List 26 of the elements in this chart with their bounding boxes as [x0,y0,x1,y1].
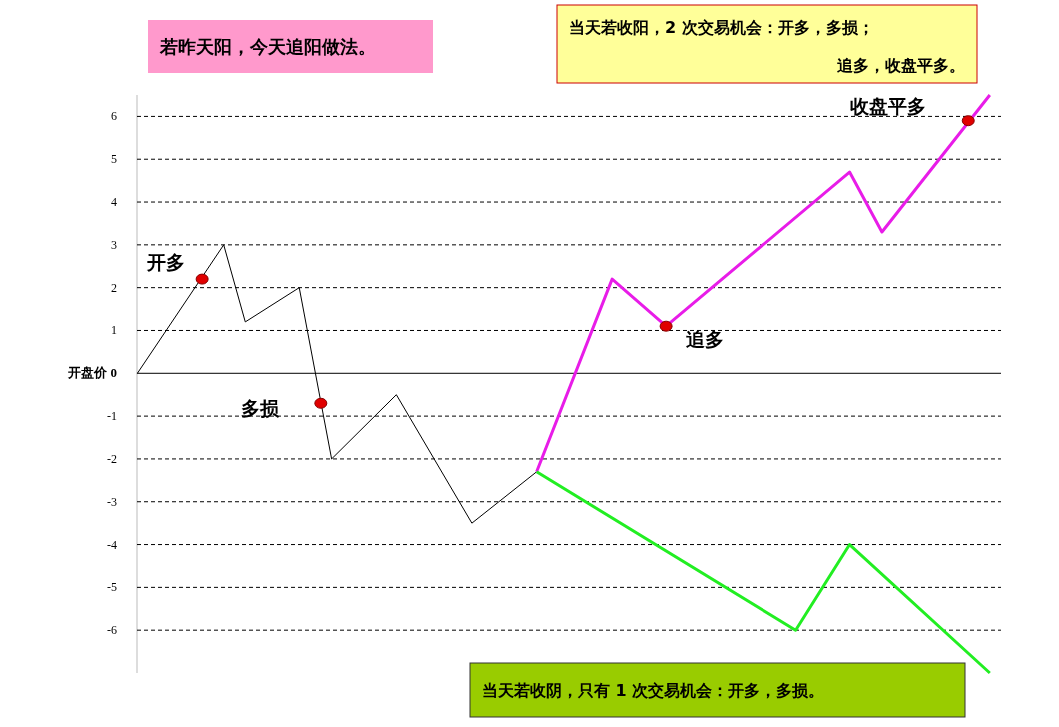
y-tick-label: -1 [107,409,117,424]
y-tick-label: 6 [111,109,117,124]
text: 当天若收阴，只有 1 次交易机会：开多，多损。 [482,681,825,700]
y-tick-label: 5 [111,152,117,167]
y-tick-label: -3 [107,494,117,509]
y-tick-label: 4 [111,195,117,210]
point [195,273,209,285]
point [961,115,975,127]
y-tick-label: -6 [107,623,117,638]
point [659,320,673,332]
y-tick-label: 2 [111,280,117,295]
y-tick-label: -2 [107,451,117,466]
y-tick-label: 开盘价 0 [67,365,117,381]
annotation: 开多 [146,251,186,274]
line-series [535,470,992,675]
y-tick-label: 3 [111,237,117,252]
chart-title: 若昨天阳，今天追阳做法。 [159,36,376,57]
annotation: 追多 [685,328,725,351]
y-tick-label: -4 [107,537,117,552]
y-tick-label: 1 [111,323,117,338]
text: 当天若收阳，2 次交易机会：开多，多损；追多，收盘平多。 [569,18,965,75]
point [314,397,328,409]
annotation: 收盘平多 [850,94,927,117]
line-series [535,93,992,474]
annotation: 多损 [240,397,280,420]
y-tick-label: -5 [107,580,117,595]
